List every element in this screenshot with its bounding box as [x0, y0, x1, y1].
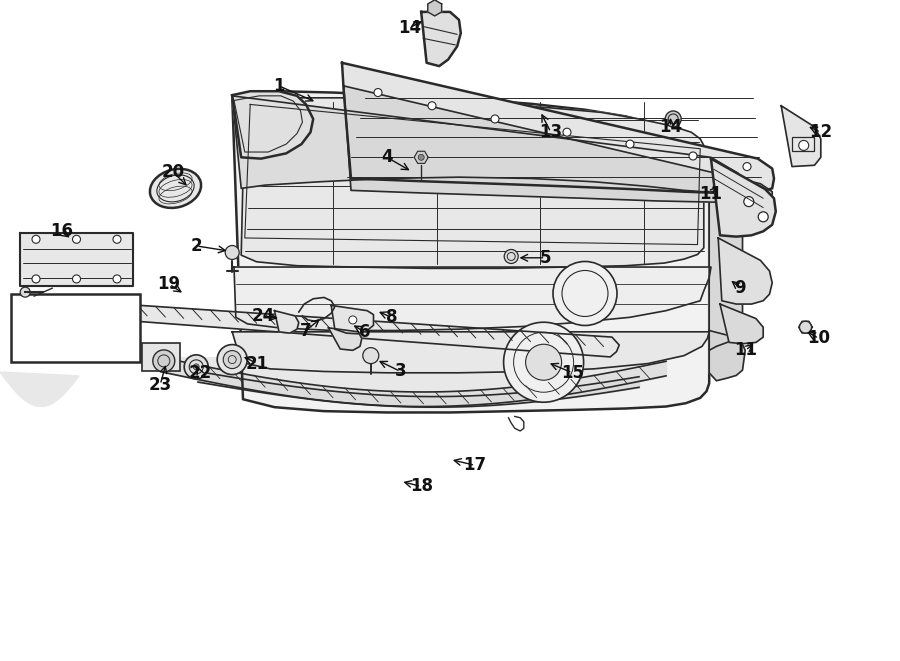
- Polygon shape: [709, 330, 745, 381]
- Polygon shape: [241, 98, 704, 268]
- Polygon shape: [232, 96, 745, 192]
- Bar: [142, 344, 180, 371]
- Circle shape: [553, 262, 617, 325]
- Circle shape: [743, 196, 754, 207]
- Polygon shape: [328, 328, 362, 350]
- Text: 11: 11: [699, 185, 723, 204]
- Polygon shape: [428, 0, 442, 16]
- Polygon shape: [711, 159, 776, 237]
- Polygon shape: [781, 106, 821, 167]
- Polygon shape: [232, 332, 709, 373]
- Polygon shape: [342, 63, 774, 193]
- Circle shape: [113, 235, 121, 243]
- Circle shape: [689, 152, 697, 160]
- Text: 3: 3: [395, 362, 406, 381]
- Text: 5: 5: [540, 249, 551, 267]
- Circle shape: [758, 212, 769, 222]
- Circle shape: [743, 163, 751, 171]
- Text: 19: 19: [158, 275, 181, 293]
- Polygon shape: [234, 267, 711, 330]
- Polygon shape: [162, 358, 666, 392]
- Text: 18: 18: [410, 477, 433, 496]
- Text: 24: 24: [251, 307, 274, 325]
- Circle shape: [223, 350, 241, 369]
- Circle shape: [798, 140, 809, 151]
- Circle shape: [504, 249, 518, 264]
- Text: 22: 22: [188, 364, 212, 382]
- Circle shape: [113, 275, 121, 283]
- Circle shape: [32, 275, 40, 283]
- Text: 13: 13: [539, 123, 562, 141]
- Circle shape: [153, 350, 175, 372]
- Circle shape: [374, 89, 382, 97]
- Circle shape: [799, 321, 812, 333]
- Polygon shape: [798, 321, 813, 333]
- Text: 11: 11: [734, 341, 757, 360]
- Circle shape: [184, 355, 208, 379]
- Polygon shape: [718, 238, 772, 304]
- Circle shape: [32, 235, 40, 243]
- Circle shape: [363, 348, 379, 364]
- Text: 14: 14: [398, 19, 421, 37]
- Polygon shape: [101, 303, 619, 357]
- Text: 10: 10: [807, 329, 831, 348]
- Polygon shape: [331, 305, 374, 334]
- Text: 15: 15: [561, 364, 584, 382]
- Polygon shape: [20, 233, 133, 286]
- Circle shape: [349, 316, 356, 324]
- Circle shape: [418, 154, 424, 161]
- Circle shape: [194, 364, 199, 370]
- Text: 7: 7: [301, 321, 311, 340]
- Polygon shape: [709, 157, 742, 350]
- Circle shape: [73, 235, 80, 243]
- Polygon shape: [232, 91, 709, 412]
- Text: 8: 8: [386, 308, 397, 327]
- Circle shape: [225, 245, 239, 260]
- Text: 14: 14: [659, 118, 682, 136]
- Text: 20: 20: [161, 163, 184, 181]
- Circle shape: [428, 102, 436, 110]
- Text: 9: 9: [734, 278, 745, 297]
- Circle shape: [217, 344, 248, 375]
- Text: 6: 6: [359, 323, 370, 341]
- Circle shape: [563, 128, 571, 136]
- Bar: [792, 137, 814, 151]
- Polygon shape: [720, 304, 763, 344]
- Polygon shape: [274, 311, 299, 333]
- Polygon shape: [421, 12, 461, 66]
- Circle shape: [20, 287, 31, 297]
- Circle shape: [665, 111, 681, 127]
- Circle shape: [504, 322, 583, 403]
- Text: 21: 21: [246, 354, 269, 373]
- Circle shape: [73, 275, 80, 283]
- Polygon shape: [414, 151, 428, 163]
- Circle shape: [526, 344, 562, 380]
- Ellipse shape: [150, 169, 201, 208]
- Text: 23: 23: [148, 375, 172, 394]
- Text: 1: 1: [274, 77, 284, 95]
- Polygon shape: [0, 372, 79, 407]
- Text: 2: 2: [191, 237, 202, 255]
- Circle shape: [626, 140, 634, 148]
- Bar: [11, 294, 140, 362]
- Polygon shape: [232, 91, 313, 159]
- Text: 17: 17: [464, 456, 487, 475]
- Text: 4: 4: [382, 148, 392, 167]
- Circle shape: [491, 115, 499, 123]
- Text: 16: 16: [50, 222, 73, 241]
- Polygon shape: [344, 86, 772, 202]
- Text: 12: 12: [809, 123, 832, 141]
